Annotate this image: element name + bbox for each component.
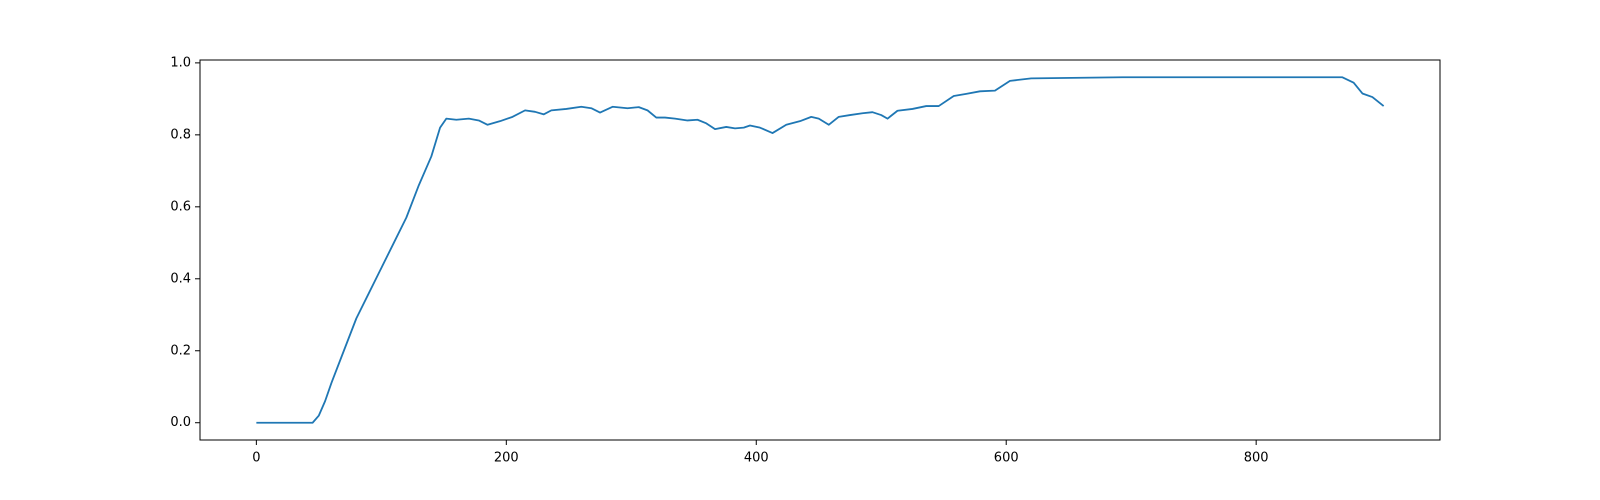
x-tick-label: 0: [252, 451, 260, 466]
y-tick-label: 0.4: [170, 271, 191, 286]
x-tick-label: 400: [744, 451, 769, 466]
y-tick-label: 1.0: [170, 55, 191, 70]
plot-frame: [199, 59, 1441, 441]
y-tick-label: 0.8: [170, 127, 191, 142]
y-tick-label: 0.6: [170, 199, 191, 214]
line-series: [256, 76, 1385, 424]
y-tick-label: 0.0: [170, 415, 191, 430]
x-tick-label: 600: [994, 451, 1019, 466]
x-tick-label: 200: [494, 451, 519, 466]
y-tick-label: 0.2: [170, 343, 191, 358]
x-tick-label: 800: [1244, 451, 1269, 466]
